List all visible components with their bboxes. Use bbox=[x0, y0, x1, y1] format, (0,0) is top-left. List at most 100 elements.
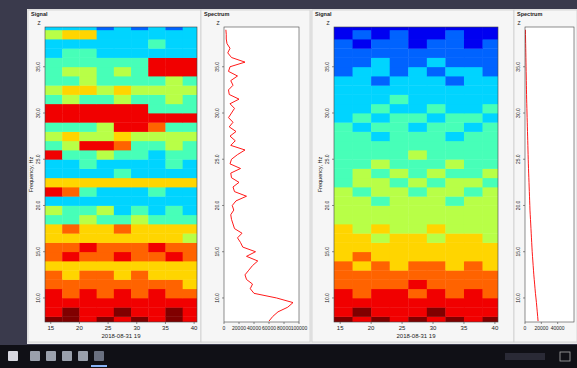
heatmap-cell bbox=[445, 196, 464, 206]
heatmap-cell bbox=[427, 30, 446, 40]
heatmap-cell bbox=[427, 58, 446, 68]
heatmap-cell bbox=[390, 95, 409, 105]
heatmap-cell bbox=[334, 122, 353, 132]
heatmap-cell bbox=[408, 307, 427, 317]
heatmap-cell bbox=[353, 205, 372, 215]
heatmap-cell bbox=[390, 48, 409, 58]
heatmap-cell bbox=[131, 27, 149, 30]
heatmap-cell bbox=[427, 307, 446, 317]
heatmap-cell bbox=[165, 39, 183, 49]
heatmap-cell bbox=[62, 298, 80, 308]
heatmap-cell bbox=[427, 113, 446, 123]
heatmap-cell bbox=[183, 316, 197, 322]
taskbar-icon[interactable] bbox=[8, 351, 18, 361]
heatmap-cell bbox=[427, 168, 446, 178]
y-tick bbox=[222, 66, 224, 67]
y-tick bbox=[523, 113, 525, 114]
heatmap-cell bbox=[183, 67, 197, 77]
heatmap-cell bbox=[148, 27, 166, 30]
y-tick bbox=[43, 159, 45, 160]
heatmap-cell bbox=[464, 224, 483, 234]
heatmap-cell bbox=[334, 150, 353, 160]
heatmap-cell bbox=[114, 279, 132, 289]
plot-area bbox=[224, 27, 299, 322]
heatmap-cell bbox=[390, 187, 409, 197]
y-axis-label: Frequency, Hz bbox=[317, 157, 323, 193]
heatmap-cell bbox=[114, 168, 132, 178]
heatmap-cell bbox=[97, 122, 115, 132]
heatmap-cell bbox=[148, 122, 166, 132]
heatmap-cell bbox=[353, 298, 372, 308]
heatmap-cell bbox=[148, 85, 166, 95]
heatmap-cell bbox=[464, 279, 483, 289]
heatmap-cell bbox=[483, 289, 498, 299]
y-tick bbox=[222, 159, 224, 160]
heatmap-cell bbox=[165, 58, 183, 68]
taskbar-icon[interactable] bbox=[78, 351, 88, 361]
y-tick bbox=[332, 251, 334, 252]
heatmap-cell bbox=[427, 39, 446, 49]
heatmap-cell bbox=[445, 141, 464, 151]
heatmap-cell bbox=[97, 104, 115, 114]
heatmap-cell bbox=[445, 187, 464, 197]
heatmap-cell bbox=[62, 67, 80, 77]
heatmap-cell bbox=[148, 168, 166, 178]
heatmap-cell bbox=[334, 141, 353, 151]
y-tick-label: 20.0 bbox=[515, 200, 521, 210]
heatmap-cell bbox=[483, 95, 498, 105]
y-tick bbox=[43, 205, 45, 206]
heatmap-cell bbox=[165, 104, 183, 114]
panel bbox=[312, 10, 514, 342]
y-tick bbox=[332, 159, 334, 160]
heatmap-cell bbox=[427, 122, 446, 132]
app-window bbox=[27, 9, 577, 344]
heatmap-cell bbox=[165, 187, 183, 197]
heatmap-cell bbox=[79, 76, 97, 86]
y-tick-label: 20.0 bbox=[35, 200, 41, 210]
heatmap-cell bbox=[408, 270, 427, 280]
heatmap-cell bbox=[408, 85, 427, 95]
heatmap-cell bbox=[445, 131, 464, 141]
taskbar-icon[interactable] bbox=[62, 351, 72, 361]
heatmap-cell bbox=[427, 159, 446, 169]
heatmap-cell bbox=[408, 298, 427, 308]
heatmap-cell bbox=[114, 261, 132, 271]
taskbar-icon[interactable] bbox=[94, 351, 104, 361]
tray bbox=[505, 353, 545, 360]
heatmap-cell bbox=[97, 279, 115, 289]
heatmap-cell bbox=[353, 150, 372, 160]
heatmap-cell bbox=[353, 58, 372, 68]
heatmap-cell bbox=[114, 141, 132, 151]
heatmap-cell bbox=[483, 113, 498, 123]
heatmap-cell bbox=[334, 261, 353, 271]
heatmap-cell bbox=[62, 316, 80, 322]
y-tick bbox=[523, 205, 525, 206]
taskbar-icon[interactable] bbox=[46, 351, 56, 361]
channel-label: Z bbox=[216, 20, 219, 26]
heatmap-cell bbox=[79, 178, 97, 188]
heatmap-cell bbox=[79, 30, 97, 40]
y-tick-label: 25.0 bbox=[35, 154, 41, 164]
x-tick-label: 25 bbox=[399, 325, 406, 331]
y-tick-label: 25.0 bbox=[214, 154, 220, 164]
heatmap-cell bbox=[97, 196, 115, 206]
heatmap-cell bbox=[45, 261, 63, 271]
heatmap-cell bbox=[114, 113, 132, 123]
heatmap-cell bbox=[165, 122, 183, 132]
heatmap-cell bbox=[131, 298, 149, 308]
heatmap-cell bbox=[464, 76, 483, 86]
heatmap-cell bbox=[427, 252, 446, 262]
heatmap-cell bbox=[62, 39, 80, 49]
x-tick-label: 20 bbox=[76, 325, 83, 331]
heatmap-cell bbox=[353, 122, 372, 132]
heatmap-cell bbox=[79, 316, 97, 322]
heatmap-cell bbox=[97, 159, 115, 169]
chart-panel: SignalZ10.015.020.025.030.035.0152025303… bbox=[28, 10, 201, 342]
heatmap-cell bbox=[97, 307, 115, 317]
heatmap-cell bbox=[114, 131, 132, 141]
y-tick bbox=[43, 297, 45, 298]
heatmap-cell bbox=[427, 270, 446, 280]
heatmap-cell bbox=[371, 205, 390, 215]
notification-icon[interactable] bbox=[560, 352, 570, 361]
taskbar-icon[interactable] bbox=[30, 351, 40, 361]
